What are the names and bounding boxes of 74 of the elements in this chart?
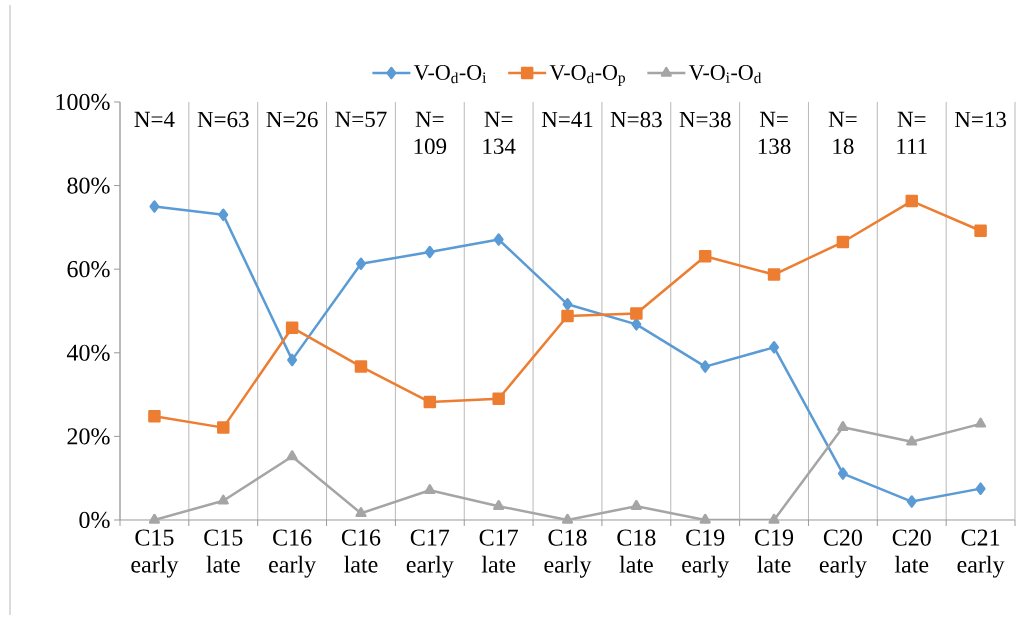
point (768, 513, 780, 524)
point (355, 507, 367, 518)
legend-label: V-O$_{d}$-O$_{p}$ (549, 65, 625, 86)
point (424, 245, 435, 259)
x-tick-label: C16 early (269, 529, 317, 578)
point (355, 257, 366, 270)
point (975, 482, 986, 495)
point (218, 208, 229, 222)
point (561, 309, 574, 323)
legend-label: V-O$_{i}$-O$_{d}$ (688, 65, 762, 84)
annotation: N=26 (266, 111, 318, 128)
legend-label: V-O$_{d}$-O$_{i}$ (413, 65, 487, 84)
annotation: N=38 (679, 111, 731, 128)
point (975, 417, 987, 428)
annotation: N=83 (610, 111, 662, 128)
point (287, 353, 298, 367)
annotation: N=63 (197, 111, 249, 128)
point (769, 341, 780, 354)
annotation: N=13 (954, 111, 1006, 128)
y-tick-label: 80% (67, 177, 110, 194)
x-tick-label: C20 early (819, 529, 867, 578)
point (424, 484, 436, 495)
point (837, 420, 849, 431)
point (217, 494, 229, 505)
point (837, 467, 848, 480)
y-tick-label: 60% (67, 261, 110, 278)
x-tick-label: C19 late (755, 529, 794, 573)
y-tick-label: 100% (56, 93, 110, 111)
x-tick-label: C17 late (479, 529, 518, 573)
point (148, 410, 161, 423)
x-tick-label: C15 late (204, 529, 243, 573)
point (561, 513, 574, 524)
annotation: N= 109 (414, 111, 447, 155)
annotation: N=41 (541, 111, 593, 127)
point (630, 307, 643, 320)
point (906, 495, 917, 508)
x-tick-label: C15 early (131, 529, 179, 578)
point (699, 513, 711, 524)
point (698, 249, 712, 263)
y-tick-label: 40% (66, 344, 110, 361)
point (217, 421, 230, 434)
y-tick-label: 0% (79, 511, 110, 529)
x-tick-label: C18 late (617, 529, 656, 573)
point (767, 268, 781, 281)
point (285, 321, 299, 334)
point (905, 194, 918, 208)
x-tick-label: C18 early (544, 529, 592, 578)
point (148, 513, 161, 524)
point (423, 395, 437, 409)
point (630, 499, 642, 510)
annotation: N= 111 (897, 111, 927, 154)
x-tick-label: C19 early (682, 529, 730, 578)
y-tick-label: 20% (67, 428, 110, 445)
point (906, 435, 918, 446)
point (493, 499, 505, 510)
annotation: N=4 (134, 111, 175, 127)
point (354, 360, 368, 373)
x-tick-label: C17 early (406, 529, 454, 578)
point (836, 235, 850, 249)
point (149, 200, 160, 213)
point (286, 450, 298, 461)
annotation: N= 18 (828, 111, 857, 155)
point (631, 318, 642, 331)
x-tick-label: C21 early (957, 529, 1005, 578)
point (492, 392, 505, 406)
point (700, 360, 711, 373)
annotation: N=57 (335, 111, 387, 128)
annotation: N= 138 (758, 111, 791, 155)
annotation: N= 134 (483, 111, 516, 155)
point (562, 298, 573, 311)
point (493, 233, 504, 246)
point (974, 224, 987, 237)
x-tick-label: C20 late (892, 529, 931, 573)
x-tick-label: C16 late (341, 529, 381, 573)
